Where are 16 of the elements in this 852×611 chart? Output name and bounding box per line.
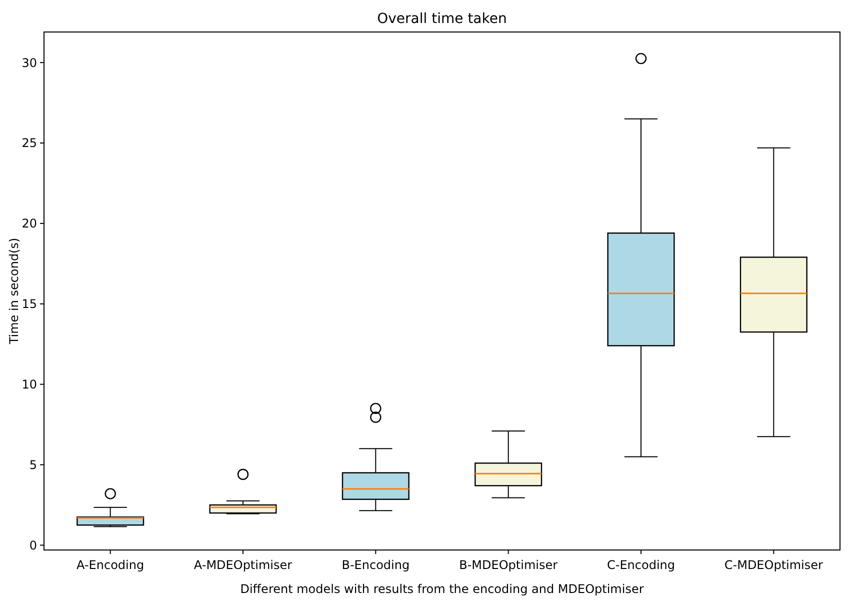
x-tick-label: B-Encoding [342,558,410,572]
y-axis-title: Time in second(s) [7,238,21,346]
x-tick-label: B-MDEOptimiser [459,558,558,572]
x-tick-label: A-Encoding [76,558,144,572]
x-tick-label: C-Encoding [606,558,676,572]
y-tick-label: 15 [22,297,37,312]
x-tick-label: A-MDEOptimiser [194,558,292,572]
y-tick-label: 0 [29,538,37,552]
y-tick-label: 5 [29,458,37,472]
y-tick-label: 30 [22,56,37,70]
chart-title: Overall time taken [377,11,507,27]
x-tick-label: C-MDEOptimiser [724,558,824,572]
y-tick-label: 20 [22,216,37,231]
y-tick-label: 25 [22,136,37,150]
y-tick-label: 10 [22,378,37,392]
x-axis-title: Different models with results from the encoding and MDEOptimiser [240,582,644,596]
